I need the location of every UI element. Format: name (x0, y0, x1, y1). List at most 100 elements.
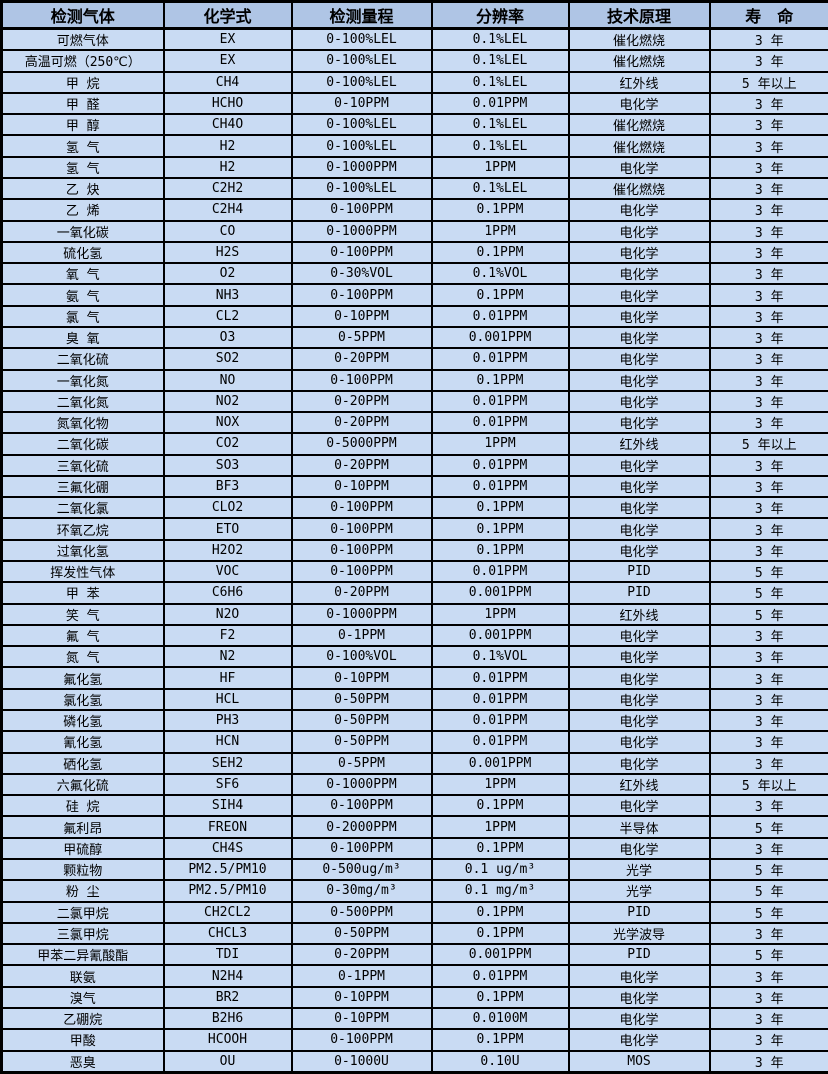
cell-formula: NO2 (162, 389, 293, 414)
cell-resolution: 0.1%VOL (430, 262, 570, 286)
cell-principle: PID (567, 943, 711, 967)
cell-resolution: 0.01PPM (430, 730, 570, 754)
table-row: 乙 烯 C2H4 0-100PPM 0.1PPM 电化学 3 年 (0, 198, 828, 222)
cell-formula: CH4 (162, 70, 293, 94)
cell-principle: 电化学 (567, 794, 711, 818)
cell-formula: C2H4 (162, 198, 293, 222)
table-row: 硫化氢 H2S 0-100PPM 0.1PPM 电化学 3 年 (0, 240, 828, 265)
cell-principle: 电化学 (567, 91, 711, 116)
cell-lifespan: 3 年 (708, 453, 828, 477)
cell-lifespan: 5 年 (708, 560, 828, 584)
cell-range: 0-100%LEL (290, 70, 433, 94)
cell-resolution: 0.1 ug/m³ (430, 857, 570, 882)
table-row: 氰化氢 HCN 0-50PPM 0.01PPM 电化学 3 年 (0, 730, 828, 754)
cell-resolution: 0.1PPM (430, 496, 570, 520)
cell-lifespan: 3 年 (708, 240, 828, 265)
cell-resolution: 0.1PPM (430, 1028, 570, 1052)
cell-gas: 粉 尘 (0, 879, 165, 903)
cell-range: 0-20PPM (290, 389, 433, 414)
table-row: 一氧化碳 CO 0-1000PPM 1PPM 电化学 3 年 (0, 219, 828, 243)
table-row: 颗粒物 PM2.5/PM10 0-500ug/m³ 0.1 ug/m³ 光学 5 年 (0, 857, 828, 882)
cell-formula: HF (162, 666, 293, 690)
cell-principle: 电化学 (567, 389, 711, 414)
cell-range: 0-100PPM (290, 198, 433, 222)
cell-principle: 电化学 (567, 283, 711, 307)
cell-formula: N2 (162, 645, 293, 669)
table-row: 氢 气 H2 0-1000PPM 1PPM 电化学 3 年 (0, 155, 828, 179)
table-row: 溴气 BR2 0-10PPM 0.1PPM 电化学 3 年 (0, 985, 828, 1009)
cell-formula: EX (162, 27, 293, 52)
cell-gas: 磷化氢 (0, 708, 165, 733)
table-row: 氯 气 CL2 0-10PPM 0.01PPM 电化学 3 年 (0, 304, 828, 328)
table-row: 三氯甲烷 CHCL3 0-50PPM 0.1PPM 光学波导 3 年 (0, 921, 828, 946)
cell-principle: 电化学 (567, 411, 711, 435)
cell-range: 0-500PPM (290, 900, 433, 924)
cell-resolution: 0.0100M (430, 1006, 570, 1031)
table-body: 可燃气体 EX 0-100%LEL 0.1%LEL 催化燃烧 3 年高温可燃（250℃） E… (0, 27, 828, 1074)
table-row: 氟 气 F2 0-1PPM 0.001PPM 电化学 3 年 (0, 623, 828, 648)
cell-principle: 催化燃烧 (567, 176, 711, 201)
cell-formula: O3 (162, 325, 293, 350)
cell-formula: NO (162, 368, 293, 392)
cell-resolution: 0.1PPM (430, 794, 570, 818)
cell-lifespan: 3 年 (708, 730, 828, 754)
table-row: 粉 尘 PM2.5/PM10 0-30mg/m³ 0.1 mg/m³ 光学 5 年 (0, 879, 828, 903)
cell-range: 0-20PPM (290, 347, 433, 371)
table-row: 氯化氢 HCL 0-50PPM 0.01PPM 电化学 3 年 (0, 687, 828, 712)
cell-gas: 二氯甲烷 (0, 900, 165, 924)
cell-lifespan: 5 年 (708, 879, 828, 903)
table-row: 二氧化硫 SO2 0-20PPM 0.01PPM 电化学 3 年 (0, 347, 828, 371)
cell-principle: 电化学 (567, 708, 711, 733)
cell-gas: 氯化氢 (0, 687, 165, 712)
cell-lifespan: 3 年 (708, 283, 828, 307)
table-row: 氢 气 H2 0-100%LEL 0.1%LEL 催化燃烧 3 年 (0, 134, 828, 158)
cell-gas: 氨 气 (0, 283, 165, 307)
table-row: 甲硫醇 CH4S 0-100PPM 0.1PPM 电化学 3 年 (0, 836, 828, 860)
cell-principle: 电化学 (567, 474, 711, 499)
cell-gas: 氮氧化物 (0, 411, 165, 435)
cell-principle: 催化燃烧 (567, 113, 711, 137)
cell-formula: F2 (162, 623, 293, 648)
cell-lifespan: 3 年 (708, 27, 828, 52)
cell-range: 0-100PPM (290, 538, 433, 563)
cell-gas: 氧 气 (0, 262, 165, 286)
cell-principle: 红外线 (567, 602, 711, 626)
cell-formula: HCN (162, 730, 293, 754)
cell-resolution: 0.1%LEL (430, 27, 570, 52)
cell-formula: HCL (162, 687, 293, 712)
cell-resolution: 0.01PPM (430, 708, 570, 733)
cell-range: 0-10PPM (290, 304, 433, 328)
cell-lifespan: 3 年 (708, 666, 828, 690)
cell-range: 0-50PPM (290, 921, 433, 946)
table-row: 笑 气 N2O 0-1000PPM 1PPM 红外线 5 年 (0, 602, 828, 626)
cell-principle: MOS (567, 1049, 711, 1074)
cell-gas: 三氟化硼 (0, 474, 165, 499)
cell-principle: 催化燃烧 (567, 134, 711, 158)
cell-lifespan: 5 年 (708, 581, 828, 605)
cell-resolution: 0.1%VOL (430, 645, 570, 669)
cell-gas: 二氧化硫 (0, 347, 165, 371)
cell-resolution: 0.1PPM (430, 198, 570, 222)
table-row: 联氨 N2H4 0-1PPM 0.01PPM 电化学 3 年 (0, 964, 828, 988)
cell-range: 0-1000PPM (290, 155, 433, 179)
column-header: 检测气体 (0, 0, 165, 30)
cell-principle: 电化学 (567, 836, 711, 860)
cell-gas: 甲 醇 (0, 113, 165, 137)
cell-lifespan: 3 年 (708, 155, 828, 179)
cell-range: 0-100PPM (290, 283, 433, 307)
cell-gas: 六氟化硫 (0, 772, 165, 797)
cell-resolution: 1PPM (430, 432, 570, 456)
cell-range: 0-20PPM (290, 581, 433, 605)
cell-lifespan: 3 年 (708, 1049, 828, 1074)
cell-principle: 电化学 (567, 1028, 711, 1052)
cell-formula: H2O2 (162, 538, 293, 563)
table-row: 乙 炔 C2H2 0-100%LEL 0.1%LEL 催化燃烧 3 年 (0, 176, 828, 201)
cell-gas: 氟利昂 (0, 815, 165, 839)
cell-lifespan: 3 年 (708, 687, 828, 712)
cell-formula: CH4O (162, 113, 293, 137)
cell-range: 0-1000PPM (290, 602, 433, 626)
table-row: 二氯甲烷 CH2CL2 0-500PPM 0.1PPM PID 5 年 (0, 900, 828, 924)
cell-gas: 甲酸 (0, 1028, 165, 1052)
cell-resolution: 0.10U (430, 1049, 570, 1074)
cell-principle: 电化学 (567, 1006, 711, 1031)
